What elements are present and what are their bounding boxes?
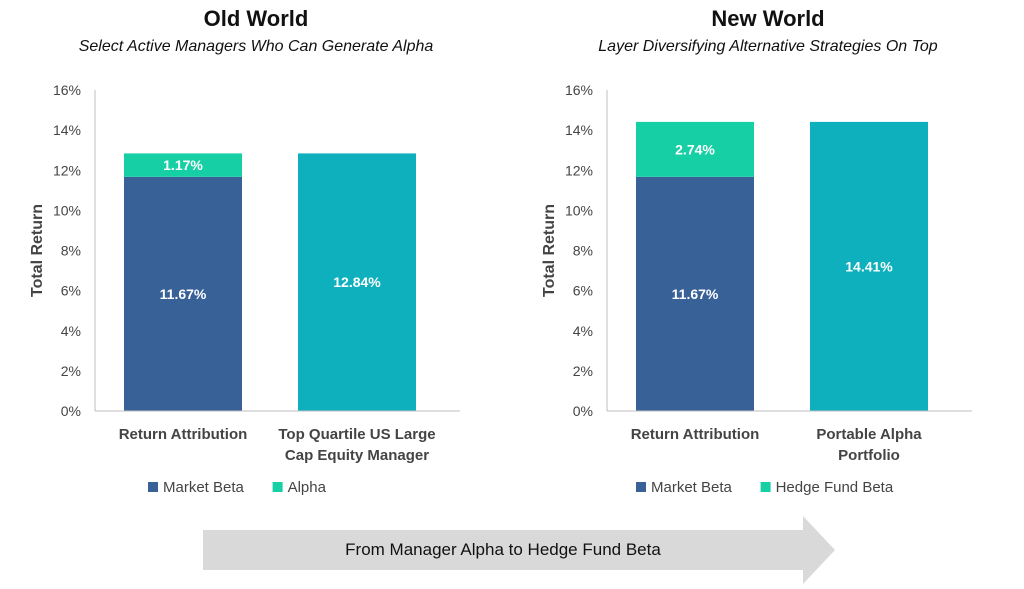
y-tick-label: 16% (53, 82, 81, 98)
y-axis-label: Total Return (29, 204, 46, 297)
old-world-chart: 0% 2% 4% 6% 8% 10% 12% 14% 16% Total Return 11.67%… (29, 82, 460, 496)
x-tick-label: Portable Alpha (816, 426, 922, 443)
y-tick-label: 8% (61, 243, 81, 259)
y-tick-label: 0% (61, 403, 81, 419)
arrow-label: From Manager Alpha to Hedge Fund Beta (345, 540, 661, 559)
arrow-shape (203, 516, 835, 584)
legend-swatch (148, 482, 158, 492)
y-tick-label: 2% (61, 363, 81, 379)
x-tick-label: Return Attribution (631, 426, 760, 443)
y-tick-label: 14% (53, 122, 81, 138)
legend-swatch (636, 482, 646, 492)
legend-label: Market Beta (163, 479, 245, 496)
x-tick-label: Top Quartile US Large (278, 426, 435, 443)
data-label: 11.67% (672, 286, 719, 302)
bar (298, 153, 416, 411)
data-label: 2.74% (675, 141, 715, 157)
y-tick-label: 12% (53, 162, 81, 178)
x-tick-label: Return Attribution (119, 426, 248, 443)
data-label: 11.67% (160, 286, 207, 302)
y-tick-label: 6% (61, 283, 81, 299)
bar (810, 121, 928, 411)
chart-subtitle: Layer Diversifying Alternative Strategie… (598, 38, 938, 55)
legend-swatch (272, 482, 283, 492)
y-tick-label: 12% (565, 162, 593, 178)
bar (636, 121, 754, 177)
data-label: 12.84% (333, 274, 381, 290)
bar (124, 153, 242, 177)
x-tick-label: Cap Equity Manager (285, 447, 429, 464)
chart-title: Old World (203, 6, 309, 31)
new-world-panel: New World Layer Diversifying Alternative… (512, 0, 1024, 520)
y-tick-label: 4% (573, 323, 593, 339)
x-tick-label: Portfolio (838, 447, 900, 464)
legend-label: Alpha (288, 479, 327, 496)
y-tick-label: 14% (565, 122, 593, 138)
y-tick-label: 4% (61, 323, 81, 339)
chart-subtitle: Select Active Managers Who Can Generate … (78, 38, 434, 55)
y-tick-label: 2% (573, 363, 593, 379)
y-tick-label: 6% (573, 283, 593, 299)
transition-arrow: From Manager Alpha to Hedge Fund Beta (203, 516, 835, 584)
old-world-panel: Old World Select Active Managers Who Can… (0, 0, 512, 520)
data-label: 1.17% (163, 157, 203, 173)
y-tick-label: 10% (565, 202, 593, 218)
new-world-chart: 0% 2% 4% 6% 8% 10% 12% 14% 16% Total Return 11.67%… (541, 82, 972, 496)
y-tick-label: 16% (565, 82, 593, 98)
y-tick-label: 10% (53, 202, 81, 218)
chart-title: New World (711, 6, 825, 31)
legend-label: Market Beta (651, 479, 733, 496)
y-tick-label: 0% (573, 403, 593, 419)
bar (124, 176, 242, 411)
data-label: 14.41% (845, 258, 893, 274)
y-tick-label: 8% (573, 243, 593, 259)
legend-swatch (760, 482, 771, 492)
legend-label: Hedge Fund Beta (776, 479, 894, 496)
y-axis-label: Total Return (541, 204, 558, 297)
bar (636, 176, 754, 411)
